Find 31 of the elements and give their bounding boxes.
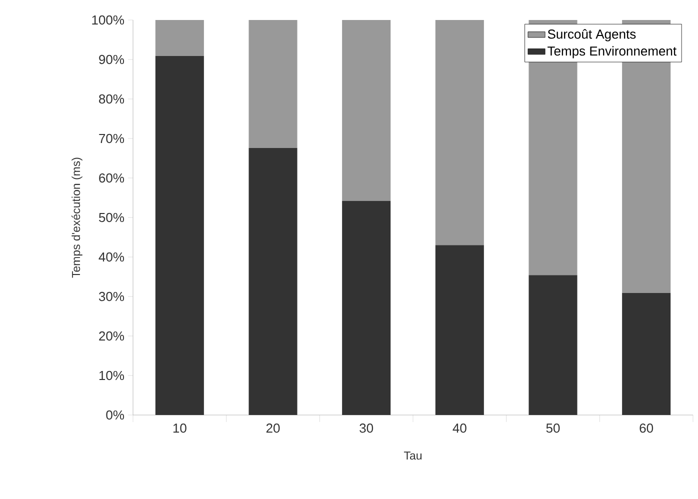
x-tick-label: 20 bbox=[266, 424, 280, 433]
x-axis-title: Tau bbox=[404, 452, 422, 460]
bar bbox=[248, 20, 298, 148]
bar bbox=[528, 275, 578, 415]
legend-label: Surcoût Agents bbox=[548, 29, 636, 42]
bar bbox=[248, 148, 298, 415]
x-tick-label: 40 bbox=[452, 424, 466, 433]
bar bbox=[435, 20, 484, 246]
y-tick-label: 50% bbox=[98, 212, 124, 222]
y-tick-label: 20% bbox=[99, 331, 124, 341]
bar bbox=[622, 292, 671, 415]
y-tick-label: 0% bbox=[106, 410, 124, 420]
bar bbox=[155, 56, 204, 415]
legend-label: Temps Environnement bbox=[548, 46, 676, 58]
y-tick-label: 60% bbox=[99, 173, 124, 183]
x-tick-label: 60 bbox=[640, 424, 654, 433]
y-tick-label: 100% bbox=[92, 15, 124, 25]
x-tick-label: 50 bbox=[546, 424, 560, 433]
y-tick-label: 30% bbox=[98, 292, 124, 302]
bar bbox=[155, 20, 204, 56]
bar bbox=[342, 200, 391, 415]
y-axis-title: Temps d'exécution (ms) bbox=[72, 158, 82, 278]
x-tick-label: 30 bbox=[360, 424, 374, 433]
y-tick-label: 40% bbox=[98, 252, 124, 262]
y-tick-label: 70% bbox=[99, 134, 124, 144]
y-tick-label: 90% bbox=[99, 54, 124, 64]
bar bbox=[342, 20, 391, 201]
y-tick-label: 80% bbox=[99, 94, 124, 104]
bar bbox=[435, 245, 484, 415]
x-tick-label: 10 bbox=[173, 424, 186, 433]
y-tick-label: 10% bbox=[99, 370, 124, 380]
